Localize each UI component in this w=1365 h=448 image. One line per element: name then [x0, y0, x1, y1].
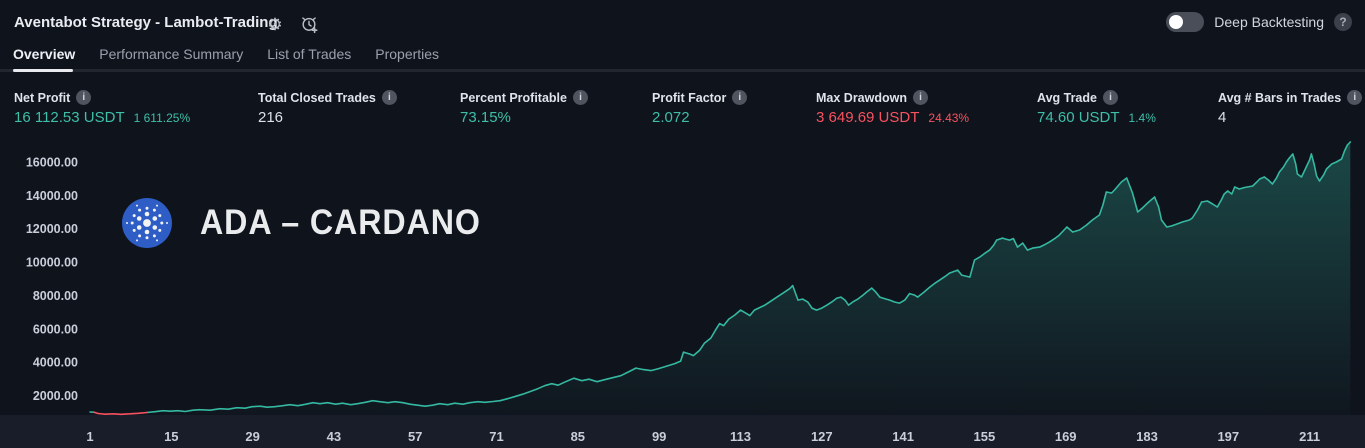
stat-profit-factor: Profit Factor i 2.072 — [652, 90, 748, 126]
x-axis-label: 1 — [86, 429, 93, 444]
x-axis-label: 169 — [1055, 429, 1077, 444]
deep-backtesting-toggle[interactable] — [1166, 12, 1205, 32]
x-axis-label: 57 — [408, 429, 422, 444]
y-axis-label: 12000.00 — [26, 222, 78, 236]
tab-performance-summary[interactable]: Performance Summary — [99, 46, 244, 62]
info-icon[interactable]: i — [76, 90, 92, 105]
x-axis-label: 29 — [245, 429, 259, 444]
info-icon[interactable]: i — [1102, 90, 1118, 105]
y-axis-label: 8000.00 — [33, 289, 78, 303]
deep-backtesting-label: Deep Backtesting — [1214, 14, 1324, 30]
add-alert-icon[interactable] — [298, 13, 320, 35]
info-icon[interactable]: i — [913, 90, 928, 105]
stat-percent-profitable: Percent Profitable i 73.15% — [460, 90, 588, 126]
toggle-knob — [1169, 15, 1184, 29]
deep-backtesting-control: Deep Backtesting ? — [1166, 12, 1352, 32]
info-icon[interactable]: i — [381, 90, 397, 105]
y-axis-label: 14000.00 — [26, 189, 78, 203]
stat-total-closed-trades: Total Closed Trades i 216 — [258, 90, 397, 126]
y-axis-label: 16000.00 — [26, 156, 78, 170]
tab-properties[interactable]: Properties — [375, 46, 440, 62]
x-axis-label: 155 — [974, 429, 996, 444]
stat-net-profit: Net Profit i 16 112.53 USDT 1 611.25% — [14, 90, 191, 126]
x-axis-label: 43 — [327, 429, 341, 444]
tab-bar: Overview Performance Summary List of Tra… — [13, 46, 439, 62]
y-axis-label: 6000.00 — [33, 322, 78, 336]
tab-overview[interactable]: Overview — [13, 46, 76, 62]
y-axis-label: 4000.00 — [33, 356, 78, 370]
x-axis-label: 197 — [1217, 429, 1239, 444]
x-axis-label: 71 — [489, 429, 503, 444]
x-axis-label: 99 — [652, 429, 666, 444]
active-tab-underline — [13, 69, 73, 72]
info-icon[interactable]: i — [732, 90, 748, 105]
gear-icon[interactable]: ⚙︎ — [267, 14, 283, 34]
equity-chart[interactable]: 16000.00 14000.00 12000.00 10000.00 8000.00 6… — [0, 130, 1365, 448]
tab-track — [0, 69, 1365, 72]
tab-list-of-trades[interactable]: List of Trades — [267, 46, 352, 62]
y-axis-label: 10000.00 — [26, 256, 78, 270]
x-axis-label: 113 — [730, 429, 751, 444]
x-axis-label: 211 — [1299, 429, 1320, 444]
x-axis-label: 85 — [571, 429, 585, 444]
y-axis-label: 2000.00 — [33, 389, 78, 403]
help-icon[interactable]: ? — [1334, 13, 1352, 31]
x-axis-label: 15 — [164, 429, 178, 444]
stat-avg-bars-in-trades: Avg # Bars in Trades i 4 — [1218, 90, 1363, 126]
page-title: Aventabot Strategy - Lambot-Trading — [14, 14, 278, 31]
stat-max-drawdown: Max Drawdown i 3 649.69 USDT 24.43% — [816, 90, 970, 126]
stat-avg-trade: Avg Trade i 74.60 USDT 1.4% — [1037, 90, 1156, 126]
info-icon[interactable]: i — [1347, 90, 1363, 105]
x-axis-label: 127 — [811, 429, 833, 444]
info-icon[interactable]: i — [572, 90, 588, 105]
x-axis-label: 183 — [1136, 429, 1158, 444]
equity-curve-svg: 16000.0014000.0012000.0010000.008000.006… — [0, 141, 1365, 448]
x-axis-label: 141 — [892, 429, 914, 444]
